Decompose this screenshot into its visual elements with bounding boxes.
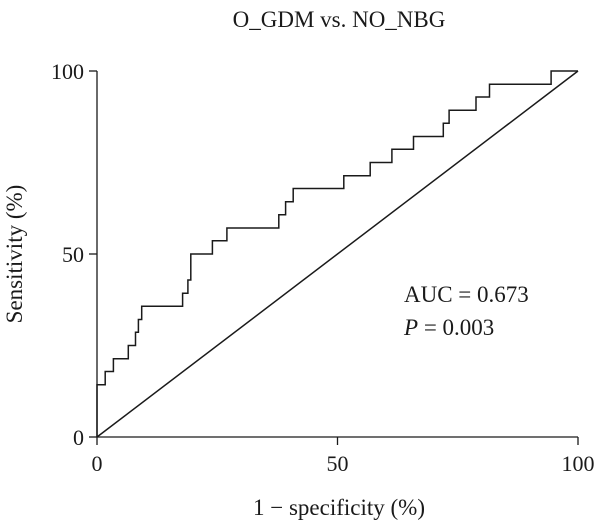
y-tick-label-0: 0 xyxy=(73,425,84,450)
reference-diagonal-line xyxy=(96,70,579,438)
plot-area: 0 50 100 0 50 100 xyxy=(51,59,595,476)
auc-annotation: AUC = 0.673 xyxy=(404,282,529,307)
x-tick-label-100: 100 xyxy=(562,451,595,476)
p-annotation: P = 0.003 xyxy=(403,315,494,340)
chart-title: O_GDM vs. NO_NBG xyxy=(233,7,446,32)
y-axis: 0 50 100 xyxy=(51,59,98,450)
y-axis-label: Sensitivity (%) xyxy=(2,185,27,324)
y-tick-label-100: 100 xyxy=(51,59,84,84)
x-axis: 0 50 100 xyxy=(92,436,595,476)
x-axis-label: 1 − specificity (%) xyxy=(253,495,425,520)
series-layer xyxy=(96,70,579,438)
p-symbol: P xyxy=(403,315,418,340)
y-tick-label-50: 50 xyxy=(62,242,84,267)
p-value: = 0.003 xyxy=(418,315,494,340)
x-tick-label-50: 50 xyxy=(327,451,349,476)
roc-curve xyxy=(96,70,578,437)
x-tick-label-0: 0 xyxy=(92,451,103,476)
